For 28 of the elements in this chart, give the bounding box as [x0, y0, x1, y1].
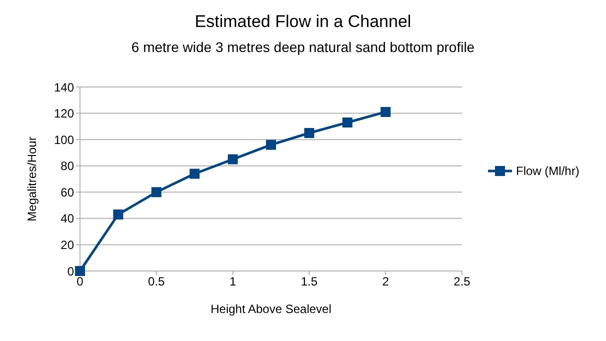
point [151, 187, 162, 198]
y-tick-label: 140 [54, 80, 74, 94]
y-tick-label: 120 [54, 106, 74, 121]
y-tick-label: 20 [60, 238, 74, 252]
point [380, 106, 391, 117]
y-axis-title: Megalitres/Hour [25, 136, 39, 222]
y-tick-label: 60 [60, 185, 74, 200]
x-tick-label: 1 [229, 274, 236, 289]
x-tick-label: 0 [76, 274, 84, 289]
y-tick-label: 80 [60, 159, 74, 174]
legend-label: Flow (Ml/hr) [516, 164, 580, 178]
x-tick-label: 2 [382, 274, 390, 289]
y-tick-label: 0 [67, 264, 74, 278]
point [113, 209, 124, 220]
x-tick-label: 1.5 [300, 274, 318, 289]
x-tick-label: 2.5 [454, 274, 471, 289]
point [190, 168, 200, 179]
point [75, 266, 85, 276]
chart-subtitle: 6 metre wide 3 metres deep natural sand bottom profile [130, 39, 476, 55]
y-tick-label: 100 [54, 132, 74, 147]
x-axis-title: Height Above Sealevel [210, 302, 332, 316]
y-tick-label: 40 [60, 212, 74, 226]
point [304, 128, 314, 138]
point [342, 117, 352, 128]
point [266, 140, 276, 150]
x-tick-label: 0.5 [148, 274, 166, 289]
chart-title: Estimated Flow in a Channel [194, 12, 412, 32]
point [228, 154, 238, 164]
